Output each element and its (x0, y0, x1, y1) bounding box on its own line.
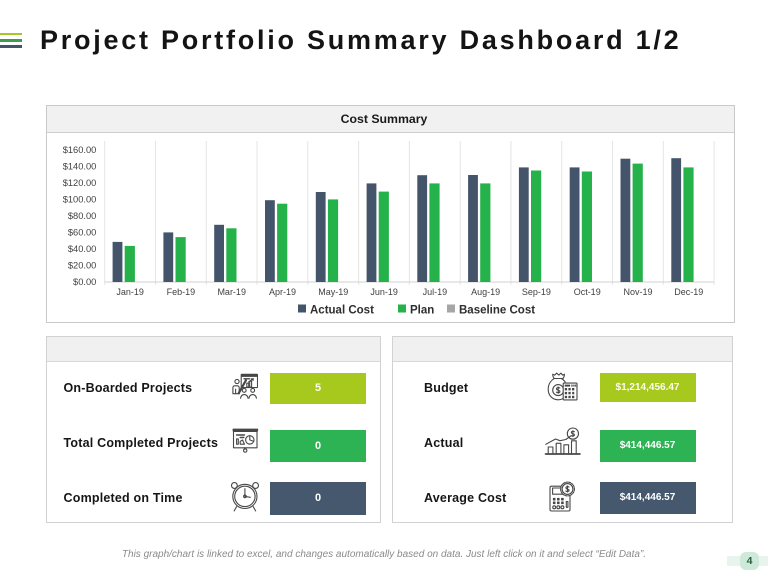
svg-text:Actual Cost: Actual Cost (310, 305, 374, 317)
svg-text:$140.00: $140.00 (62, 162, 96, 172)
svg-text:Feb-19: Feb-19 (166, 287, 195, 297)
svg-text:Oct-19: Oct-19 (573, 287, 600, 297)
svg-text:May-19: May-19 (318, 287, 348, 297)
svg-text:$80.00: $80.00 (67, 211, 95, 221)
svg-text:Plan: Plan (410, 305, 434, 317)
svg-text:$0.00: $0.00 (73, 277, 96, 287)
svg-text:$40.00: $40.00 (67, 244, 95, 254)
svg-text:$160.00: $160.00 (62, 145, 96, 155)
svg-text:$20.00: $20.00 (67, 261, 95, 271)
svg-text:Baseline Cost: Baseline Cost (459, 305, 535, 317)
svg-text:Jan-19: Jan-19 (116, 287, 144, 297)
svg-text:$100.00: $100.00 (62, 195, 96, 205)
svg-text:$120.00: $120.00 (62, 178, 96, 188)
svg-text:Sep-19: Sep-19 (521, 287, 550, 297)
svg-text:Dec-19: Dec-19 (674, 287, 703, 297)
svg-text:$60.00: $60.00 (67, 228, 95, 238)
svg-text:Nov-19: Nov-19 (623, 287, 652, 297)
svg-text:Aug-19: Aug-19 (471, 287, 500, 297)
svg-text:Mar-19: Mar-19 (217, 287, 246, 297)
svg-text:Jun-19: Jun-19 (370, 287, 398, 297)
svg-text:Apr-19: Apr-19 (268, 287, 295, 297)
svg-text:Jul-19: Jul-19 (422, 287, 447, 297)
